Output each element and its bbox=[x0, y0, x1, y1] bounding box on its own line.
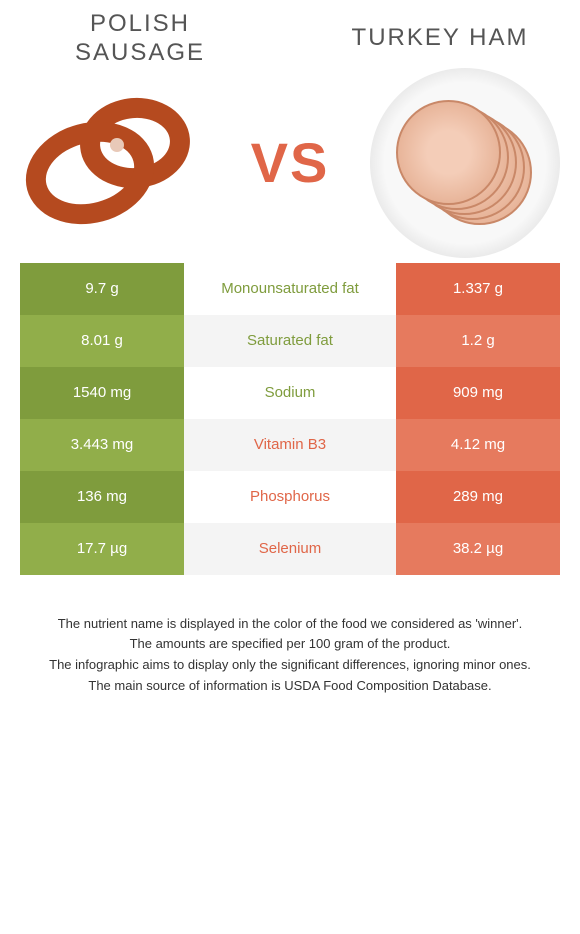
table-row: 17.7 µgSelenium38.2 µg bbox=[20, 523, 560, 575]
comparison-table: 9.7 gMonounsaturated fat1.337 g8.01 gSat… bbox=[0, 263, 580, 575]
table-row: 9.7 gMonounsaturated fat1.337 g bbox=[20, 263, 560, 315]
cell-left-value: 17.7 µg bbox=[20, 523, 184, 575]
cell-nutrient-label: Phosphorus bbox=[184, 471, 396, 523]
header: POLISH SAUSAGE TURKEY HAM bbox=[0, 0, 580, 68]
food-title-left: POLISH SAUSAGE bbox=[30, 10, 250, 68]
footer-line-2: The amounts are specified per 100 gram o… bbox=[25, 635, 555, 654]
table-row: 8.01 gSaturated fat1.2 g bbox=[20, 315, 560, 367]
cell-right-value: 289 mg bbox=[396, 471, 560, 523]
sausage-icon bbox=[25, 93, 205, 233]
cell-right-value: 909 mg bbox=[396, 367, 560, 419]
images-row: VS bbox=[0, 68, 580, 263]
footer-line-3: The infographic aims to display only the… bbox=[25, 656, 555, 675]
cell-left-value: 3.443 mg bbox=[20, 419, 184, 471]
cell-nutrient-label: Monounsaturated fat bbox=[184, 263, 396, 315]
food-image-left bbox=[15, 73, 215, 253]
title-left-text: POLISH SAUSAGE bbox=[75, 10, 205, 66]
cell-right-value: 1.2 g bbox=[396, 315, 560, 367]
table-row: 1540 mgSodium909 mg bbox=[20, 367, 560, 419]
footer-line-4: The main source of information is USDA F… bbox=[25, 677, 555, 696]
ham-icon bbox=[370, 68, 560, 258]
cell-left-value: 1540 mg bbox=[20, 367, 184, 419]
cell-nutrient-label: Saturated fat bbox=[184, 315, 396, 367]
footer-line-1: The nutrient name is displayed in the co… bbox=[25, 615, 555, 634]
cell-nutrient-label: Selenium bbox=[184, 523, 396, 575]
title-right-text: TURKEY HAM bbox=[352, 24, 529, 51]
cell-nutrient-label: Sodium bbox=[184, 367, 396, 419]
cell-right-value: 38.2 µg bbox=[396, 523, 560, 575]
table-row: 136 mgPhosphorus289 mg bbox=[20, 471, 560, 523]
food-image-right bbox=[365, 73, 565, 253]
cell-left-value: 8.01 g bbox=[20, 315, 184, 367]
cell-left-value: 136 mg bbox=[20, 471, 184, 523]
cell-left-value: 9.7 g bbox=[20, 263, 184, 315]
table-row: 3.443 mgVitamin B34.12 mg bbox=[20, 419, 560, 471]
cell-nutrient-label: Vitamin B3 bbox=[184, 419, 396, 471]
food-title-right: TURKEY HAM bbox=[330, 10, 550, 53]
footer-notes: The nutrient name is displayed in the co… bbox=[0, 575, 580, 696]
cell-right-value: 4.12 mg bbox=[396, 419, 560, 471]
vs-label: VS bbox=[251, 130, 330, 195]
cell-right-value: 1.337 g bbox=[396, 263, 560, 315]
